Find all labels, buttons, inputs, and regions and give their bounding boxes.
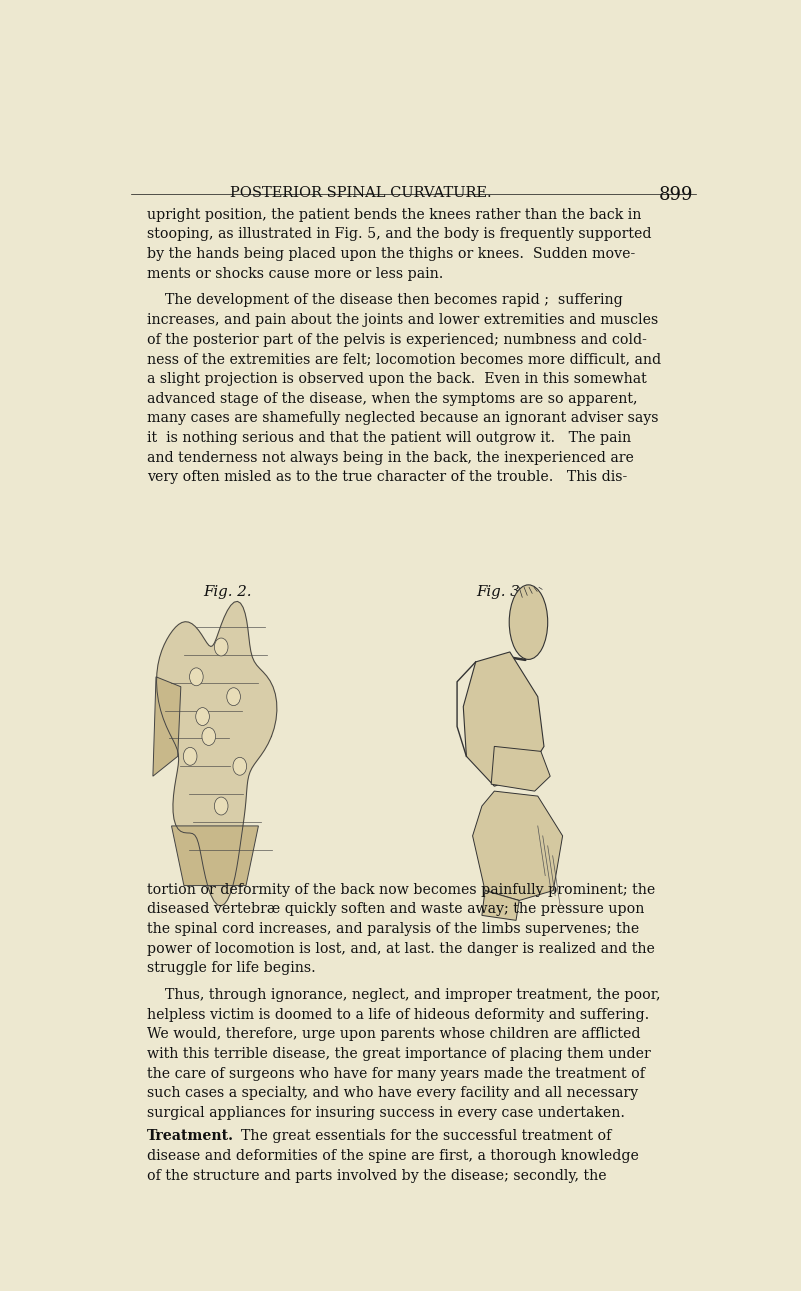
Polygon shape [171,826,259,886]
Ellipse shape [190,667,203,686]
Text: the care of surgeons who have for many years made the treatment of: the care of surgeons who have for many y… [147,1066,645,1081]
Polygon shape [482,891,519,920]
Text: upright position, the patient bends the knees rather than the back in: upright position, the patient bends the … [147,208,641,222]
Text: stooping, as illustrated in Fig. 5, and the body is frequently supported: stooping, as illustrated in Fig. 5, and … [147,227,651,241]
Text: advanced stage of the disease, when the symptoms are so apparent,: advanced stage of the disease, when the … [147,391,637,405]
Text: diseased vertebræ quickly soften and waste away; the pressure upon: diseased vertebræ quickly soften and was… [147,902,644,917]
Text: many cases are shamefully neglected because an ignorant adviser says: many cases are shamefully neglected beca… [147,412,658,426]
Text: power of locomotion is lost, and, at last. the danger is realized and the: power of locomotion is lost, and, at las… [147,941,654,955]
Text: We would, therefore, urge upon parents whose children are afflicted: We would, therefore, urge upon parents w… [147,1028,640,1042]
Text: increases, and pain about the joints and lower extremities and muscles: increases, and pain about the joints and… [147,312,658,327]
Text: POSTERIOR SPINAL CURVATURE.: POSTERIOR SPINAL CURVATURE. [230,186,492,200]
Ellipse shape [215,797,228,815]
Text: disease and deformities of the spine are first, a thorough knowledge: disease and deformities of the spine are… [147,1149,638,1163]
Polygon shape [491,746,550,791]
FancyBboxPatch shape [135,598,348,875]
Text: The development of the disease then becomes rapid ;  suffering: The development of the disease then beco… [147,293,622,307]
Text: struggle for life begins.: struggle for life begins. [147,962,316,975]
Ellipse shape [509,585,548,660]
Text: with this terrible disease, the great importance of placing them under: with this terrible disease, the great im… [147,1047,650,1061]
Text: very often misled as to the true character of the trouble.   This dis-: very often misled as to the true charact… [147,470,627,484]
Text: ness of the extremities are felt; locomotion becomes more difficult, and: ness of the extremities are felt; locomo… [147,352,661,367]
Ellipse shape [183,747,197,766]
Text: and tenderness not always being in the back, the inexperienced are: and tenderness not always being in the b… [147,451,634,465]
Ellipse shape [215,638,228,656]
Text: such cases a specialty, and who have every facility and all necessary: such cases a specialty, and who have eve… [147,1086,638,1100]
Text: by the hands being placed upon the thighs or knees.  Sudden move-: by the hands being placed upon the thigh… [147,247,635,261]
Ellipse shape [202,728,215,745]
Text: tortion or deformity of the back now becomes painfully prominent; the: tortion or deformity of the back now bec… [147,883,655,896]
Ellipse shape [227,688,240,706]
Ellipse shape [233,758,247,775]
Text: surgical appliances for insuring success in every case undertaken.: surgical appliances for insuring success… [147,1106,625,1121]
FancyBboxPatch shape [383,598,693,875]
Polygon shape [463,652,544,786]
Polygon shape [153,676,181,776]
Text: 899: 899 [658,186,693,204]
Text: of the posterior part of the pelvis is experienced; numbness and cold-: of the posterior part of the pelvis is e… [147,333,646,347]
Polygon shape [156,602,277,906]
Text: Fig. 3.: Fig. 3. [477,585,525,599]
Text: The great essentials for the successful treatment of: The great essentials for the successful … [232,1130,612,1144]
Text: Treatment.: Treatment. [147,1130,234,1144]
Text: a slight projection is observed upon the back.  Even in this somewhat: a slight projection is observed upon the… [147,372,646,386]
Text: it  is nothing serious and that the patient will outgrow it.   The pain: it is nothing serious and that the patie… [147,431,631,445]
Text: the spinal cord increases, and paralysis of the limbs supervenes; the: the spinal cord increases, and paralysis… [147,922,639,936]
Text: of the structure and parts involved by the disease; secondly, the: of the structure and parts involved by t… [147,1168,606,1183]
Text: helpless victim is doomed to a life of hideous deformity and suffering.: helpless victim is doomed to a life of h… [147,1008,649,1021]
Text: Fig. 2.: Fig. 2. [203,585,252,599]
Text: Thus, through ignorance, neglect, and improper treatment, the poor,: Thus, through ignorance, neglect, and im… [147,988,660,1002]
Text: ments or shocks cause more or less pain.: ments or shocks cause more or less pain. [147,267,443,280]
Polygon shape [473,791,562,901]
Ellipse shape [195,707,209,726]
